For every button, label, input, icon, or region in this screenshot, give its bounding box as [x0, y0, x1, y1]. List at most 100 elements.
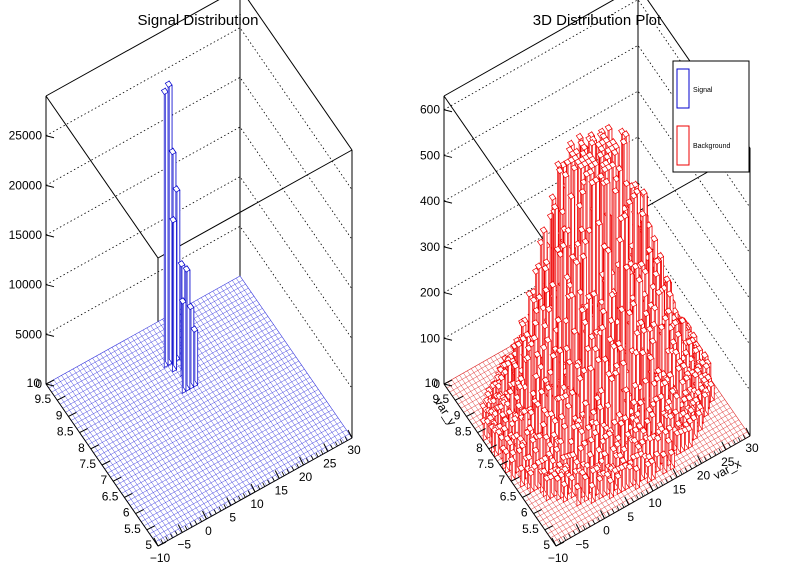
floor-gridline [93, 344, 288, 454]
bar-top-face [585, 292, 593, 301]
x-minor-tick [252, 487, 256, 493]
bar-top-face [691, 371, 700, 379]
bar-top-face [541, 454, 550, 463]
bar-top-face [592, 176, 600, 184]
x-minor-tick [179, 528, 183, 533]
bar-top-face [581, 318, 589, 326]
x-minor-tick [242, 493, 246, 498]
y-tick-label: 9 [56, 408, 63, 422]
x-minor-tick [238, 495, 241, 501]
bar-top-face [549, 352, 558, 360]
floor-gridline [115, 377, 311, 486]
bar-top-face [568, 253, 577, 261]
x-minor-tick [349, 433, 353, 439]
frame-edge [45, 0, 220, 97]
bar-side-face [190, 302, 195, 389]
y-tick-mark [56, 395, 66, 401]
bar-top-face [580, 143, 589, 151]
bar-top-face [525, 453, 533, 461]
bar-top-face [580, 366, 588, 375]
left-chart-frame [45, 0, 353, 546]
bar-top-face [182, 265, 191, 273]
bar-top-face [555, 460, 564, 469]
bar-top-face [562, 462, 571, 470]
bar-top-face [541, 376, 550, 384]
bar [507, 455, 516, 482]
z-gridline [45, 176, 353, 339]
bar-top-face [631, 262, 640, 270]
bar-top-face [518, 441, 527, 450]
bar-top-face [637, 260, 646, 268]
bar-top-face [654, 288, 663, 296]
bar-top-face [507, 456, 516, 464]
bar-top-face [527, 408, 536, 416]
x-tick-label: −10 [150, 551, 171, 565]
x-tick-label: 10 [250, 497, 264, 511]
bar-side-face [173, 215, 177, 371]
bar-top-face [511, 415, 519, 423]
floor-gridline [99, 352, 294, 462]
bar-top-face [594, 356, 603, 364]
bar-top-face [615, 165, 624, 173]
y-tick-mark [112, 476, 122, 482]
bar-top-face [532, 372, 540, 380]
bar-side-face [194, 324, 199, 386]
bar-top-face [561, 392, 570, 400]
floor-gridline [127, 393, 322, 502]
bar-top-face [573, 362, 582, 370]
bar-top-face [559, 241, 568, 250]
bar-top-face [702, 362, 711, 370]
floor-gridline [104, 360, 299, 470]
x-minor-tick [305, 458, 309, 463]
x-tick-label: 15 [275, 484, 289, 498]
bar-top-face [619, 138, 628, 146]
bar-top-face [683, 370, 692, 378]
bar-top-face [587, 332, 596, 341]
x-minor-tick [208, 512, 212, 517]
bar [172, 184, 181, 362]
bar-top-face [567, 291, 576, 299]
x-minor-tick [189, 522, 193, 528]
y-tick-mark [146, 525, 156, 531]
y-tick-label: 5.5 [124, 522, 141, 536]
bar-top-face [576, 374, 584, 382]
bar-top-face [504, 359, 512, 367]
bar-top-face [190, 325, 199, 333]
bar-top-face [661, 314, 670, 322]
bar-top-face [573, 240, 582, 248]
bar-top-face [531, 319, 540, 327]
bar-top-face [704, 373, 712, 381]
x-minor-tick [199, 517, 203, 522]
bar-top-face [707, 380, 715, 388]
x-tick-label: 5 [229, 511, 236, 525]
bar-top-face [542, 286, 550, 294]
bar-top-face [621, 212, 629, 220]
floor-gridline [155, 433, 350, 543]
floor-gridline [48, 279, 243, 389]
bar [190, 324, 199, 388]
floor-gridline [51, 283, 246, 393]
y-tick-label: 5 [145, 538, 152, 552]
bar-top-face [535, 432, 544, 440]
bar-top-face [682, 348, 690, 357]
x-minor-tick [272, 477, 275, 482]
x-tick-label: 0 [205, 524, 212, 538]
bar-top-face [572, 148, 581, 156]
bar-top-face [689, 331, 698, 340]
bar-top-face [575, 133, 584, 141]
bar-top-face [550, 431, 558, 439]
bar-top-face [631, 180, 640, 189]
x-minor-tick [165, 536, 169, 541]
bar-side-face [176, 184, 181, 361]
y-tick-mark [135, 509, 144, 515]
bar-top-face [650, 304, 659, 312]
bar-top-face [648, 337, 657, 345]
bar-top-face [508, 449, 517, 457]
bar-top-face [602, 177, 611, 186]
floor-gridline [113, 373, 308, 482]
x-minor-tick [257, 485, 261, 490]
bar-top-face [546, 441, 554, 449]
bar-top-face [548, 281, 557, 289]
bar-top-face [579, 252, 588, 260]
bar-top-face [639, 188, 648, 196]
